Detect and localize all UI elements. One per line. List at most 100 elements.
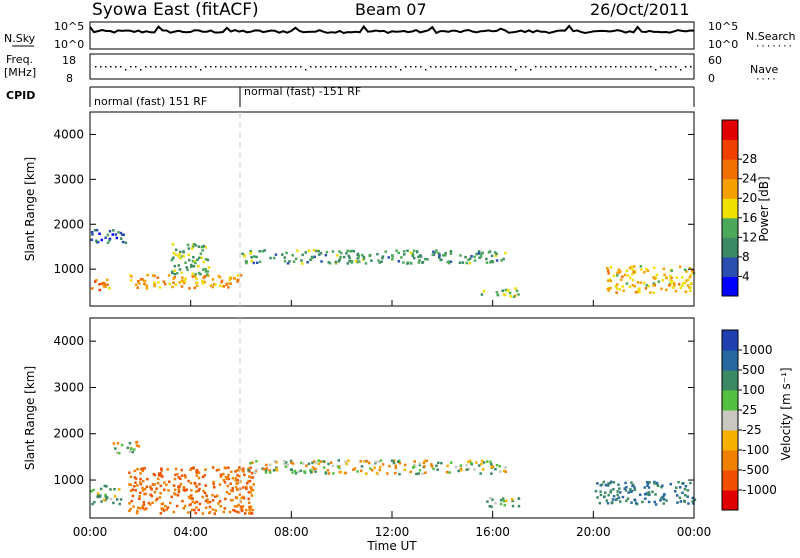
data-cell [660, 287, 663, 291]
data-cell [220, 281, 223, 284]
data-cell [377, 460, 380, 463]
data-cell [480, 293, 484, 296]
data-cell [436, 468, 439, 471]
data-cell [494, 501, 497, 505]
data-cell [142, 501, 146, 504]
colorbar-swatch [722, 330, 738, 351]
data-cell [146, 477, 149, 481]
data-cell [173, 264, 177, 268]
data-cell [150, 488, 153, 491]
data-cell [136, 468, 139, 471]
data-cell [236, 481, 239, 485]
data-cell [638, 290, 641, 293]
freq-dot [145, 66, 147, 68]
data-cell [96, 495, 99, 499]
colorbar-tick-label: -1000 [742, 483, 777, 497]
data-cell [373, 466, 376, 469]
data-cell [117, 488, 121, 491]
data-cell [432, 250, 435, 254]
data-cell [212, 480, 215, 484]
data-cell [188, 258, 191, 262]
velocity-colorbar: 1000 500 100 25 -25 -100 -500 -1000 Velocity [m… [721, 329, 793, 511]
data-cell [204, 268, 207, 271]
data-cell [691, 500, 694, 503]
data-cell [180, 285, 184, 288]
data-cell [283, 462, 286, 466]
data-cell [157, 281, 160, 284]
data-cell [639, 281, 643, 284]
data-cell [334, 260, 337, 264]
freq-dot [180, 66, 182, 68]
data-cell [625, 499, 628, 503]
data-cell [223, 481, 227, 484]
data-cell [154, 499, 158, 502]
data-cell [104, 493, 107, 497]
data-cell [448, 471, 451, 474]
data-cell [199, 252, 203, 255]
data-cell [179, 257, 182, 260]
data-cell [223, 466, 227, 469]
nsearch-legend-dots: ······· [755, 42, 793, 52]
data-cell [95, 239, 98, 242]
data-cell [141, 467, 144, 470]
data-cell [482, 290, 486, 293]
data-cell [129, 507, 132, 511]
data-cell [136, 286, 139, 289]
data-cell [375, 471, 379, 475]
data-cell [304, 251, 307, 254]
data-cell [238, 511, 241, 514]
data-cell [347, 254, 351, 258]
freq-dot [400, 69, 402, 71]
data-cell [175, 248, 178, 252]
data-cell [145, 284, 149, 287]
data-cell [211, 499, 215, 502]
data-cell [489, 497, 492, 500]
data-cell [185, 488, 188, 491]
data-cell [300, 461, 303, 465]
freq-dot [590, 66, 592, 68]
data-cell [197, 471, 201, 474]
data-cell [141, 278, 144, 281]
data-cell [489, 460, 492, 464]
data-cell [283, 459, 286, 463]
data-cell [301, 462, 305, 465]
data-cell [430, 463, 433, 466]
data-cell [185, 266, 188, 269]
data-cell [191, 272, 194, 276]
data-cell [480, 462, 483, 466]
data-cell [168, 480, 171, 483]
data-cell [510, 498, 514, 501]
data-cell [194, 244, 197, 247]
data-cell [263, 249, 266, 252]
data-cell [639, 493, 642, 496]
data-cell [195, 468, 199, 472]
freq-dot [650, 66, 652, 68]
data-cell [607, 279, 610, 282]
freq-dot [315, 66, 317, 68]
data-cell [100, 500, 103, 503]
colorbar-swatch [722, 350, 738, 371]
data-cell [623, 487, 626, 490]
data-cell [195, 474, 199, 477]
freq-dot [200, 69, 202, 71]
data-cell [195, 471, 198, 474]
data-cell [633, 265, 636, 268]
data-cell [618, 288, 621, 291]
data-cell [131, 494, 135, 498]
data-cell [261, 467, 264, 470]
data-cell [235, 496, 239, 500]
data-cell [224, 497, 227, 501]
data-cell [479, 472, 482, 475]
freq-dot [565, 66, 567, 68]
data-cell [490, 505, 493, 508]
data-cell [100, 238, 103, 242]
data-cell [624, 481, 627, 485]
freq-dot [675, 66, 677, 68]
data-cell [609, 489, 613, 492]
freq-dot [620, 66, 622, 68]
data-cell [354, 259, 358, 263]
data-cell [173, 492, 176, 495]
data-cell [167, 489, 170, 492]
data-cell [478, 256, 481, 260]
data-cell [128, 483, 131, 486]
